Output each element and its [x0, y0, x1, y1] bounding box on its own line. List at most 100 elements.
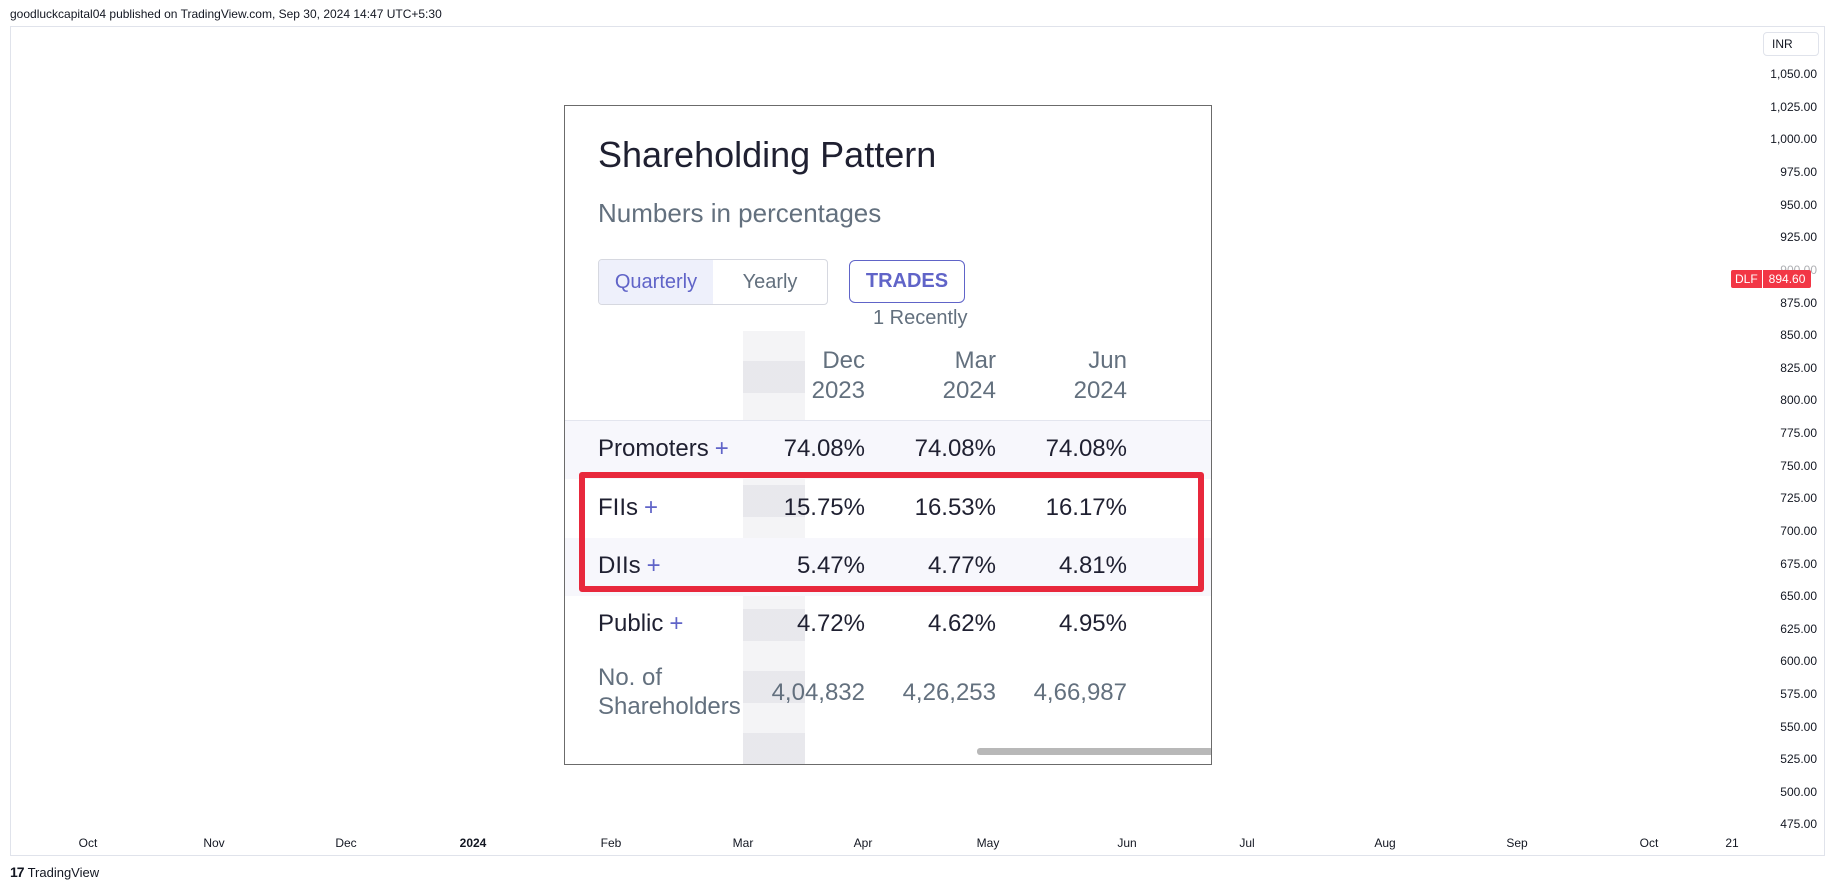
quarterly-button[interactable]: Quarterly [599, 260, 713, 304]
expand-plus-icon[interactable]: + [714, 435, 729, 462]
chart-area[interactable] [10, 26, 1825, 856]
price-tick: 475.00 [1780, 817, 1817, 831]
price-tick: 875.00 [1780, 296, 1817, 310]
column-header-year: 2024 [1073, 377, 1127, 404]
currency-selector[interactable]: INR [1763, 32, 1819, 56]
time-tick: Nov [203, 836, 225, 850]
cell-value: 15.75% [783, 494, 865, 521]
price-tick: 800.00 [1780, 393, 1817, 407]
time-axis[interactable]: Oct Nov Dec 2024 Feb Mar Apr May Jun Jul… [10, 832, 1755, 852]
row-label-text: DIIs [598, 552, 641, 579]
price-tick: 650.00 [1780, 589, 1817, 603]
column-header-month: Jun [1088, 347, 1127, 374]
cell-value: 74.08% [783, 435, 865, 462]
cell-value: 4.62% [927, 610, 996, 637]
price-tick: 1,050.00 [1770, 67, 1817, 81]
table-row-shareholders: No. of Shareholders 4,04,832 4,26,253 4,… [565, 659, 1211, 725]
horizontal-scrollbar[interactable] [977, 748, 1211, 755]
cell-value: 4,66,987 [1033, 679, 1127, 706]
price-tick: 950.00 [1780, 198, 1817, 212]
shareholding-card: Shareholding Pattern Numbers in percenta… [564, 105, 1212, 765]
cell-value: 4.95% [1058, 610, 1127, 637]
time-tick: Jun [1117, 836, 1137, 850]
highlight-box [579, 472, 1204, 592]
expand-plus-icon[interactable]: + [669, 610, 684, 637]
time-tick: Apr [853, 836, 873, 850]
period-toggle: Quarterly Yearly [598, 259, 828, 305]
price-axis[interactable]: 1,050.00 1,025.00 1,000.00 975.00 950.00… [1755, 26, 1825, 856]
price-tick: 925.00 [1780, 230, 1817, 244]
price-tick: 1,000.00 [1770, 132, 1817, 146]
price-tick: 750.00 [1780, 459, 1817, 473]
row-label[interactable]: Promoters + [598, 435, 729, 463]
price-tick: 825.00 [1780, 361, 1817, 375]
price-tick: 975.00 [1780, 165, 1817, 179]
price-tick: 625.00 [1780, 622, 1817, 636]
time-tick: Dec [335, 836, 357, 850]
time-tick: Jul [1239, 836, 1255, 850]
tradingview-logo-icon: 17 [10, 864, 25, 880]
column-header-jun-2024: Jun 2024 [1017, 346, 1127, 406]
row-label[interactable]: DIIs + [598, 552, 661, 580]
cell-value: 4.72% [796, 610, 865, 637]
cell-value: 74.08% [1045, 435, 1127, 462]
time-tick: May [976, 836, 1000, 850]
time-tick: Sep [1506, 836, 1528, 850]
publish-info: goodluckcapital04 published on TradingVi… [10, 7, 442, 21]
expand-plus-icon[interactable]: + [644, 494, 659, 521]
price-tick: 550.00 [1780, 720, 1817, 734]
time-tick: Mar [732, 836, 754, 850]
cell-value: 74.08% [914, 435, 996, 462]
expand-plus-icon[interactable]: + [646, 552, 661, 579]
tradingview-logo[interactable]: 17 TradingView [10, 864, 99, 880]
header-divider [565, 420, 1211, 421]
time-tick: Oct [1639, 836, 1659, 850]
time-tick: Aug [1374, 836, 1396, 850]
price-tick: 525.00 [1780, 752, 1817, 766]
column-header-year: 2024 [942, 377, 996, 404]
cell-value: 4.77% [927, 552, 996, 579]
cell-value: 16.17% [1045, 494, 1127, 521]
row-label-text: Public [598, 610, 664, 637]
tradingview-logo-text: TradingView [27, 864, 100, 880]
column-header-mar-2024: Mar 2024 [886, 346, 996, 406]
price-tick: 1,025.00 [1770, 100, 1817, 114]
column-header-month: Mar [954, 347, 996, 374]
row-label-text: Promoters [598, 435, 709, 462]
trades-subtext: 1 Recently [873, 307, 968, 329]
cell-value: 4,04,832 [771, 679, 865, 706]
price-tick: 675.00 [1780, 557, 1817, 571]
row-label[interactable]: Public + [598, 610, 683, 638]
table-row-public: Public + 4.72% 4.62% 4.95% [565, 596, 1211, 654]
price-tick: 700.00 [1780, 524, 1817, 538]
price-tick: 775.00 [1780, 426, 1817, 440]
row-label[interactable]: FIIs + [598, 494, 658, 522]
row-label-text: FIIs [598, 494, 638, 521]
price-tick: 600.00 [1780, 654, 1817, 668]
column-header-month: Dec [822, 347, 865, 374]
table-row-promoters: Promoters + 74.08% 74.08% 74.08% [565, 421, 1211, 479]
row-label: No. of Shareholders [598, 663, 741, 721]
cell-value: 4.81% [1058, 552, 1127, 579]
price-tick: 725.00 [1780, 491, 1817, 505]
symbol-tag: DLF [1731, 270, 1762, 288]
time-tick: Oct [78, 836, 98, 850]
cell-value: 4,26,253 [902, 679, 996, 706]
price-value: 894.60 [1762, 270, 1812, 288]
time-tick: 2024 [459, 836, 487, 850]
card-subtitle: Numbers in percentages [598, 198, 882, 228]
row-label-line: Shareholders [598, 693, 741, 720]
column-header-dec-2023: Dec 2023 [755, 346, 865, 406]
price-tick: 575.00 [1780, 687, 1817, 701]
price-tick: 850.00 [1780, 328, 1817, 342]
yearly-button[interactable]: Yearly [742, 270, 798, 293]
row-label-line: No. of [598, 664, 663, 691]
time-tick: Feb [600, 836, 622, 850]
table-row-fiis: FIIs + 15.75% 16.53% 16.17% [565, 480, 1211, 538]
price-tick: 500.00 [1780, 785, 1817, 799]
cell-value: 16.53% [914, 494, 996, 521]
current-price-label: DLF 894.60 [1731, 270, 1812, 288]
trades-button[interactable]: TRADES [849, 260, 965, 303]
column-header-year: 2023 [811, 377, 865, 404]
time-tick: 21 [1725, 836, 1739, 850]
